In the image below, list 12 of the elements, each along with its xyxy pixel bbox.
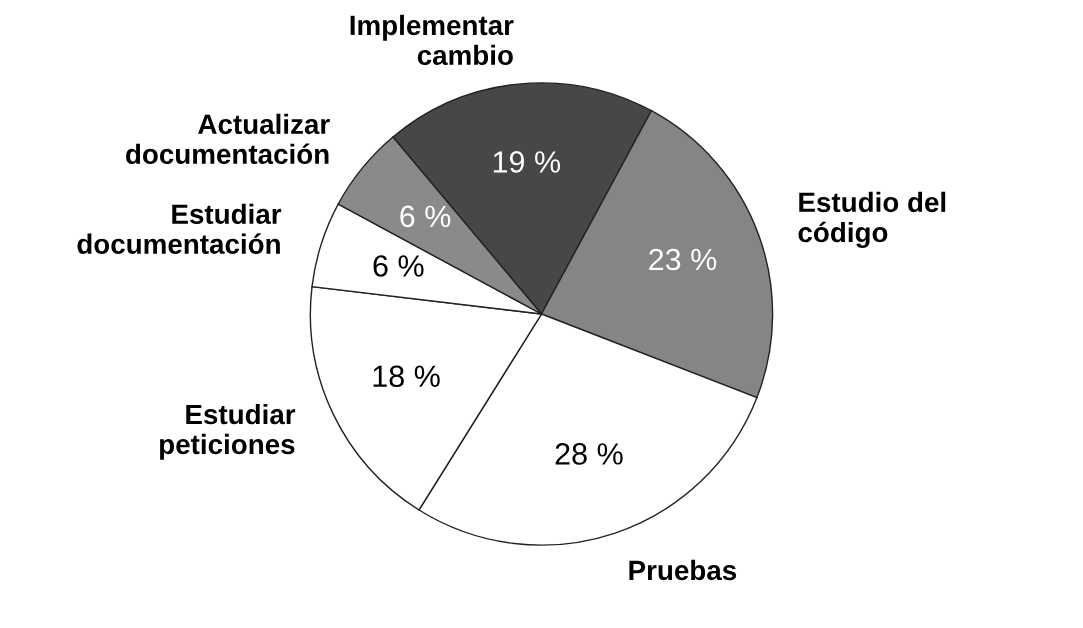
data-label: 28 % [555,443,623,465]
data-label: 6 % [400,205,451,228]
slice-label: Estudiar peticiones [160,403,296,460]
data-label: 19 % [493,151,561,173]
slice-label: Implementar cambio [350,14,514,66]
slice-label: Actualizar documentación [126,113,330,165]
slice-label: Estudio del código [798,191,946,248]
slice-label: Estudiar documentación [77,203,282,254]
slice-label: Pruebas [629,559,737,581]
data-label: 23 % [649,248,717,271]
data-label: 6 % [373,255,424,277]
data-label: 18 % [373,365,440,388]
